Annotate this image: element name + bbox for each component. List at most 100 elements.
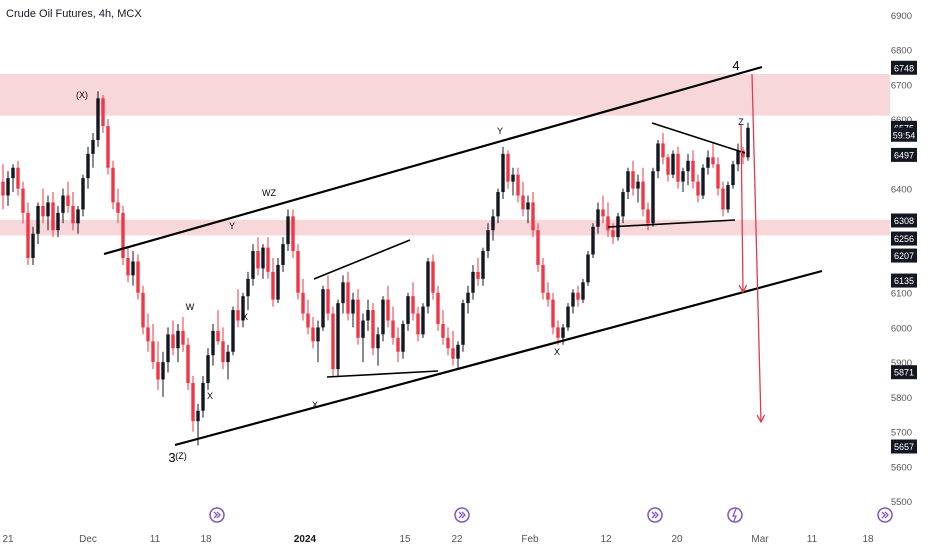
candle <box>276 258 280 304</box>
price-label-text: 59:54 <box>893 130 916 140</box>
candle-body <box>396 337 400 352</box>
candle-body <box>246 278 250 297</box>
candle <box>201 376 205 418</box>
candle <box>631 160 635 196</box>
candle-body <box>701 167 705 196</box>
candle-body <box>216 330 220 342</box>
candle-body <box>651 171 655 224</box>
price-label: 6497 <box>891 147 917 162</box>
candle <box>476 258 480 286</box>
y-tick-label: 6700 <box>891 80 912 91</box>
candle-body <box>746 127 750 158</box>
candle-body <box>321 289 325 328</box>
candle <box>526 195 530 224</box>
candle <box>346 271 350 321</box>
candle-body <box>736 150 740 165</box>
candle <box>141 285 145 335</box>
wave-label: (X) <box>76 90 88 100</box>
candle-body <box>21 188 25 213</box>
candle-body <box>726 185 730 210</box>
price-label-bg <box>891 213 917 228</box>
candle-body <box>276 264 280 300</box>
candle <box>106 119 110 175</box>
x-tick-label: 15 <box>399 534 411 545</box>
candle-body <box>441 323 445 338</box>
x-tick-label: 11 <box>807 534 818 545</box>
candle <box>546 282 550 307</box>
candle-body <box>101 98 105 127</box>
pennant-upper-line <box>651 122 746 154</box>
price-label-bg <box>891 439 917 454</box>
price-label: 6748 <box>891 60 917 75</box>
wave-label: X <box>242 312 248 322</box>
candle <box>406 292 410 331</box>
candle <box>681 167 685 193</box>
candle <box>101 94 105 134</box>
candle-body <box>661 143 665 158</box>
candle <box>176 323 180 363</box>
price-axis: 5500560057005800590060006100620063006400… <box>891 11 917 508</box>
candle-body <box>51 202 55 231</box>
candle <box>211 323 215 366</box>
candle <box>46 195 50 231</box>
candle-body <box>641 181 645 210</box>
x-tick-label: 11 <box>150 534 161 545</box>
candle <box>666 153 670 182</box>
candle <box>641 167 645 217</box>
candle <box>491 209 495 241</box>
candle-body <box>421 306 425 335</box>
candle <box>191 376 195 432</box>
candle-body <box>671 153 675 175</box>
candle-body <box>391 320 395 338</box>
candle-body <box>231 310 235 352</box>
candle <box>421 303 425 338</box>
candle <box>1 164 5 210</box>
candle-body <box>401 323 405 352</box>
candle-body <box>416 313 420 335</box>
candle-body <box>621 192 625 217</box>
candle-body <box>181 330 185 345</box>
candle-body <box>291 216 295 252</box>
candle-body <box>676 153 680 182</box>
candle-body <box>611 230 615 238</box>
candle <box>531 192 535 238</box>
candle-body <box>61 195 65 213</box>
candle-body <box>171 334 175 349</box>
candle <box>601 195 605 224</box>
candle-body <box>446 337 450 349</box>
event-icon <box>647 507 663 523</box>
candle <box>51 192 55 238</box>
candle-body <box>6 178 10 196</box>
candle <box>251 244 255 286</box>
candle <box>291 209 295 258</box>
candle <box>686 153 690 186</box>
candle <box>731 160 735 189</box>
candle <box>371 303 375 356</box>
candle-body <box>116 202 120 213</box>
x-tick-label: 12 <box>600 534 612 545</box>
candle <box>71 192 75 231</box>
event-icon-glyph <box>732 508 737 522</box>
candle <box>151 323 155 370</box>
y-tick-label: 5500 <box>891 497 912 508</box>
candle-body <box>551 299 555 328</box>
candle-body <box>186 344 190 383</box>
candle-body <box>626 171 630 193</box>
candle-body <box>461 303 465 345</box>
triangle-lower-line <box>326 370 439 378</box>
candle <box>486 223 490 258</box>
candles-layer <box>1 91 750 446</box>
candle-body <box>336 303 340 370</box>
candle <box>136 254 140 300</box>
candle <box>501 146 505 199</box>
candle <box>221 327 225 370</box>
candle <box>116 188 120 224</box>
candle-body <box>176 330 180 349</box>
x-tick-label: 2024 <box>294 534 317 545</box>
price-label-bg <box>891 147 917 162</box>
candle-body <box>681 171 685 182</box>
x-tick-label: 22 <box>451 534 463 545</box>
arrow-head <box>756 414 766 424</box>
candle <box>701 164 705 199</box>
